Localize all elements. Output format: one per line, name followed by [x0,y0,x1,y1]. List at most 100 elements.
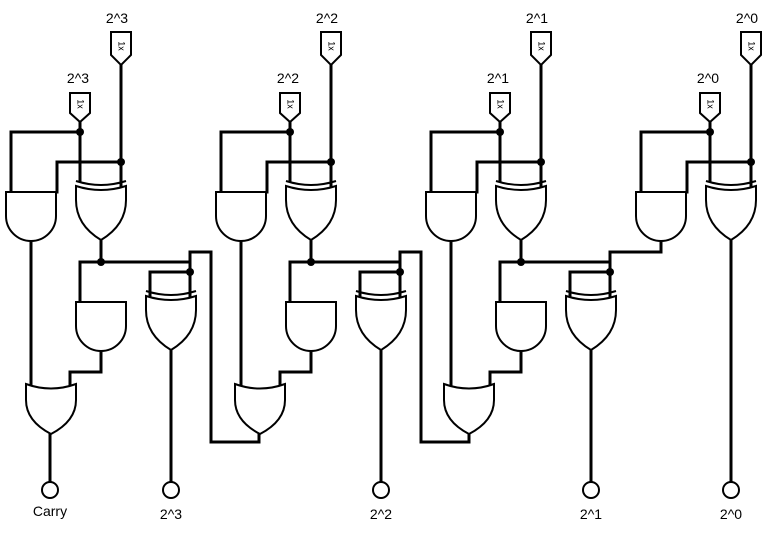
pin-label: 1x [327,41,337,51]
or-gate [443,382,495,436]
input-pin-top[interactable]: 1x 2^0 [736,10,762,67]
output-pin[interactable] [162,481,180,499]
junction-dot [747,158,755,166]
xor-gate [285,184,337,242]
junction-dot [286,128,294,136]
output-pin-carry[interactable] [41,481,59,499]
xor-gate-back [285,180,337,186]
input-pin-top[interactable]: 1x 2^1 [526,10,552,67]
input-pin-mid[interactable]: 1x 2^1 [487,70,511,124]
pin-label: 1x [117,41,127,51]
pin-label: 1x [496,99,506,109]
output-label: 2^1 [580,506,602,522]
wire [685,60,753,194]
input-pin-top[interactable]: 1x 2^2 [316,10,342,67]
pin-label: 1x [537,41,547,51]
and-gate [75,301,127,352]
output-pin[interactable] [372,481,390,499]
xor-gate-back [495,180,547,186]
wire [55,60,123,194]
junction-dot [606,268,614,276]
wire [288,260,402,304]
junction-dot [76,128,84,136]
and-gate [285,301,337,352]
output-pin[interactable] [582,481,600,499]
junction-dot [327,158,335,166]
pin-label: 1x [286,99,296,109]
and-gate [425,191,477,242]
input-label: 2^3 [67,70,89,86]
input-pin-shape[interactable] [489,92,511,124]
and-gate [215,191,267,242]
xor-gate [355,294,407,352]
input-pin-shape[interactable] [69,92,91,124]
input-pin-mid[interactable]: 1x 2^0 [697,70,721,124]
wires [9,60,753,483]
wire [78,260,192,304]
xor-gate-back [705,180,757,186]
xor-gate [705,184,757,242]
junctions [76,128,755,276]
pin-label: 1x [76,99,86,109]
wire [9,130,82,194]
junction-dot [517,258,525,266]
carry-wire [608,236,663,264]
junction-dot [186,268,194,276]
input-label: 2^1 [526,10,548,26]
input-pin-shape[interactable] [530,31,552,67]
input-label: 2^0 [736,10,758,26]
input-pin-shape[interactable] [279,92,301,124]
wire [219,130,292,194]
xor-gate-back [565,290,617,296]
wire [68,346,103,390]
or-gate [234,382,286,436]
output-label: 2^2 [370,506,392,522]
input-label: 2^1 [487,70,509,86]
and-gate [5,191,57,242]
junction-dot [307,258,315,266]
input-pin-shape[interactable] [740,31,762,67]
xor-gate [495,184,547,242]
wire [148,270,192,304]
xor-gate [145,294,197,352]
wire [475,60,543,194]
input-pin-mid[interactable]: 1x 2^3 [67,70,91,124]
and-gate [495,301,547,352]
input-pin-shape[interactable] [699,92,721,124]
input-label: 2^2 [316,10,338,26]
output-label: 2^3 [160,506,182,522]
carry-wire [188,250,261,444]
output-pins: Carry 2^3 2^2 2^1 2^0 [33,481,742,522]
xor-gate-back [355,290,407,296]
xor-gate-back [145,290,197,296]
wire [488,346,523,390]
or-gate [25,382,77,436]
wire [358,270,402,304]
xor-gate [75,184,127,242]
output-label: 2^0 [720,506,742,522]
gates [5,180,757,436]
input-label: 2^3 [106,10,128,26]
wire [278,346,313,390]
input-pin-top[interactable]: 1x 2^3 [106,10,132,67]
output-label-carry: Carry [33,503,67,519]
input-pin-shape[interactable] [110,31,132,67]
input-label: 2^2 [277,70,299,86]
input-pin-shape[interactable] [320,31,342,67]
input-pins: 1x 2^3 1x 2^2 1x 2^1 1x 2^0 1x 2^3 1x 2^… [67,10,762,124]
junction-dot [97,258,105,266]
wire [639,130,712,194]
output-pin[interactable] [722,481,740,499]
junction-dot [396,268,404,276]
xor-gate [565,294,617,352]
wire [498,260,612,304]
carry-wire [398,250,471,444]
junction-dot [706,128,714,136]
wire [265,60,333,194]
and-gate [635,191,687,242]
input-label: 2^0 [697,70,719,86]
input-pin-mid[interactable]: 1x 2^2 [277,70,301,124]
junction-dot [537,158,545,166]
